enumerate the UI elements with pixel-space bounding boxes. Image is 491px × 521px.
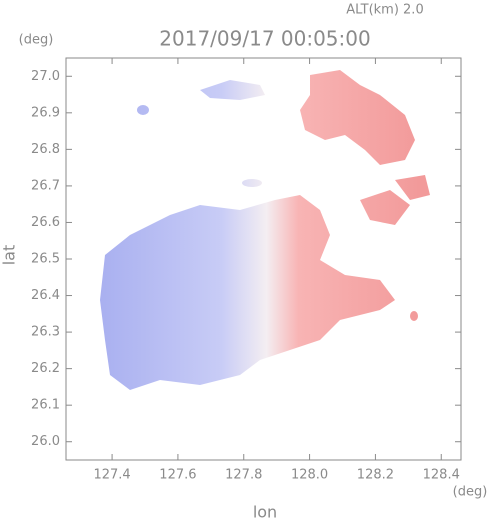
x-tick-label: 127.8 bbox=[225, 468, 262, 483]
echo-region bbox=[395, 175, 430, 200]
y-tick-label: 26.1 bbox=[31, 398, 60, 413]
x-unit: (deg) bbox=[453, 485, 488, 500]
echo-region bbox=[360, 190, 410, 225]
x-tick-label: 127.4 bbox=[93, 468, 130, 483]
y-tick-label: 26.4 bbox=[31, 288, 60, 303]
y-tick-label: 27.0 bbox=[31, 69, 60, 84]
y-tick-label: 26.0 bbox=[31, 434, 60, 449]
x-tick-label: 128.0 bbox=[291, 468, 328, 483]
echo-field bbox=[100, 70, 430, 390]
y-unit: (deg) bbox=[19, 33, 54, 48]
y-axis-title: lat bbox=[0, 245, 19, 266]
y-tick-label: 26.3 bbox=[31, 325, 60, 340]
echo-region bbox=[200, 80, 265, 100]
x-tick-label: 128.4 bbox=[423, 468, 460, 483]
echo-region bbox=[410, 311, 418, 321]
altitude-label: ALT(km) 2.0 bbox=[346, 3, 423, 18]
echo-region bbox=[300, 70, 415, 165]
echo-region bbox=[100, 195, 395, 390]
y-tick-label: 26.7 bbox=[31, 178, 60, 193]
echo-region bbox=[242, 179, 262, 187]
y-tick-label: 26.5 bbox=[31, 252, 60, 267]
y-tick-label: 26.6 bbox=[31, 215, 60, 230]
echo-region bbox=[137, 105, 149, 115]
y-tick-label: 26.2 bbox=[31, 361, 60, 376]
chart-title: 2017/09/17 00:05:00 bbox=[159, 27, 370, 51]
y-tick-label: 26.9 bbox=[31, 105, 60, 120]
x-tick-label: 127.6 bbox=[159, 468, 196, 483]
x-tick-label: 128.2 bbox=[357, 468, 394, 483]
x-axis-title: lon bbox=[253, 503, 277, 521]
y-tick-label: 26.8 bbox=[31, 142, 60, 157]
